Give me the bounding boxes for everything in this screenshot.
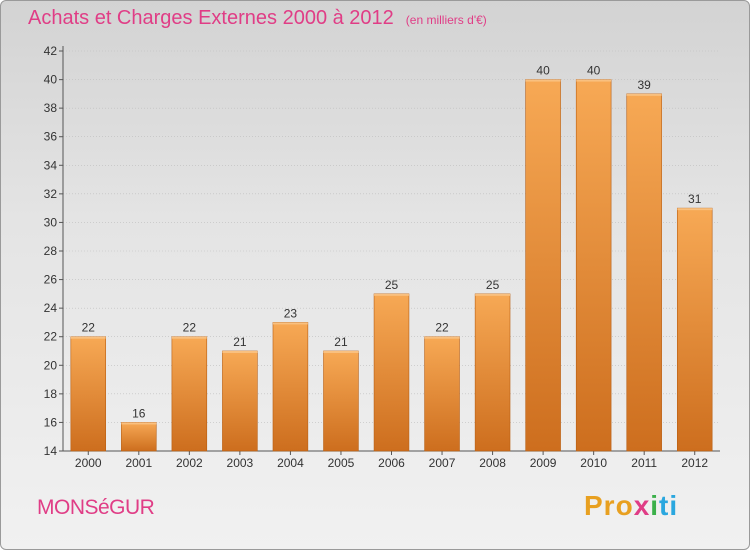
logo-part-1: Pro	[584, 490, 634, 521]
bar-2002	[171, 336, 208, 452]
data-label-2004: 23	[284, 306, 298, 320]
data-label-2007: 22	[435, 321, 449, 335]
bar-top-highlight	[272, 322, 308, 325]
location-name: MONSéGUR	[37, 496, 155, 519]
bar-top-highlight	[121, 422, 157, 425]
x-tick-label-2009: 2009	[530, 456, 557, 470]
bar-top-highlight	[525, 79, 561, 82]
data-label-2002: 22	[183, 321, 197, 335]
bar-top-highlight	[171, 336, 207, 339]
y-tick-label: 22	[44, 330, 58, 344]
x-tick-label-2008: 2008	[479, 456, 506, 470]
y-tick-label: 24	[44, 301, 58, 315]
bar-2011	[626, 93, 662, 452]
bar-top-highlight	[475, 293, 511, 296]
data-label-2005: 21	[334, 335, 348, 349]
data-label-2008: 25	[486, 278, 500, 292]
bar-2009	[525, 79, 561, 452]
y-tick-label: 18	[44, 387, 58, 401]
bar-top-highlight	[424, 336, 460, 339]
x-tick-label-2012: 2012	[681, 456, 708, 470]
data-label-2003: 21	[233, 335, 247, 349]
data-label-2011: 39	[638, 78, 652, 92]
y-tick-label: 26	[44, 273, 58, 287]
bar-2012	[676, 207, 713, 452]
data-label-2009: 40	[536, 64, 550, 78]
logo-part-3: i	[650, 490, 660, 521]
bar-top-highlight	[70, 336, 106, 339]
y-tick-label: 20	[44, 358, 58, 372]
y-tick-label: 28	[44, 244, 58, 258]
logo-part-4: ti	[659, 490, 679, 521]
bar-2004	[272, 322, 309, 452]
data-label-2001: 16	[132, 406, 146, 420]
y-tick-label: 16	[44, 415, 58, 429]
bar-2010	[575, 79, 612, 452]
x-tick-label-2007: 2007	[429, 456, 456, 470]
y-tick-label: 34	[44, 158, 58, 172]
bar-2006	[373, 293, 410, 452]
bar-top-highlight	[576, 79, 612, 82]
y-tick-label: 30	[44, 215, 58, 229]
bar-2007	[424, 336, 460, 452]
y-tick-label: 42	[44, 44, 58, 58]
chart-unit-note: (en milliers d'€)	[405, 13, 487, 27]
chart-title-text: Achats et Charges Externes 2000 à 2012	[28, 7, 394, 29]
data-label-2006: 25	[385, 278, 399, 292]
logo-part-2: x	[633, 490, 651, 521]
bar-top-highlight	[323, 351, 359, 353]
chart-title: Achats et Charges Externes 2000 à 2012 (e…	[28, 7, 487, 30]
x-tick-label-2010: 2010	[580, 456, 607, 470]
y-tick-label: 40	[44, 73, 58, 87]
x-tick-label-2006: 2006	[378, 456, 405, 470]
bar-top-highlight	[626, 93, 662, 96]
x-tick-label-2000: 2000	[75, 456, 102, 470]
bar-2008	[474, 293, 511, 452]
bar-2003	[222, 350, 258, 452]
data-label-2000: 22	[82, 321, 96, 335]
bar-2000	[70, 336, 107, 452]
x-tick-label-2004: 2004	[277, 456, 304, 470]
x-tick-label-2002: 2002	[176, 456, 203, 470]
proxiti-logo[interactable]: Proxiti	[584, 490, 678, 522]
bar-2005	[323, 350, 359, 452]
y-tick-label: 38	[44, 101, 58, 115]
bar-top-highlight	[677, 208, 713, 211]
bars	[70, 79, 713, 452]
x-tick-label-2003: 2003	[227, 456, 254, 470]
x-tick-label-2005: 2005	[328, 456, 355, 470]
bar-2001	[121, 422, 157, 452]
data-label-2012: 31	[688, 192, 702, 206]
x-tick-label-2001: 2001	[125, 456, 152, 470]
bar-top-highlight	[374, 293, 409, 296]
data-label-2010: 40	[587, 64, 601, 78]
bar-top-highlight	[222, 351, 258, 353]
labels: 14 16 18 20 22 24 26 28 30 32 34 36 38 40 42 22 2000 16 20…	[44, 44, 709, 470]
y-tick-label: 14	[44, 444, 58, 458]
y-tick-label: 36	[44, 130, 58, 144]
x-tick-label-2011: 2011	[631, 456, 657, 470]
y-tick-label: 32	[44, 187, 58, 201]
